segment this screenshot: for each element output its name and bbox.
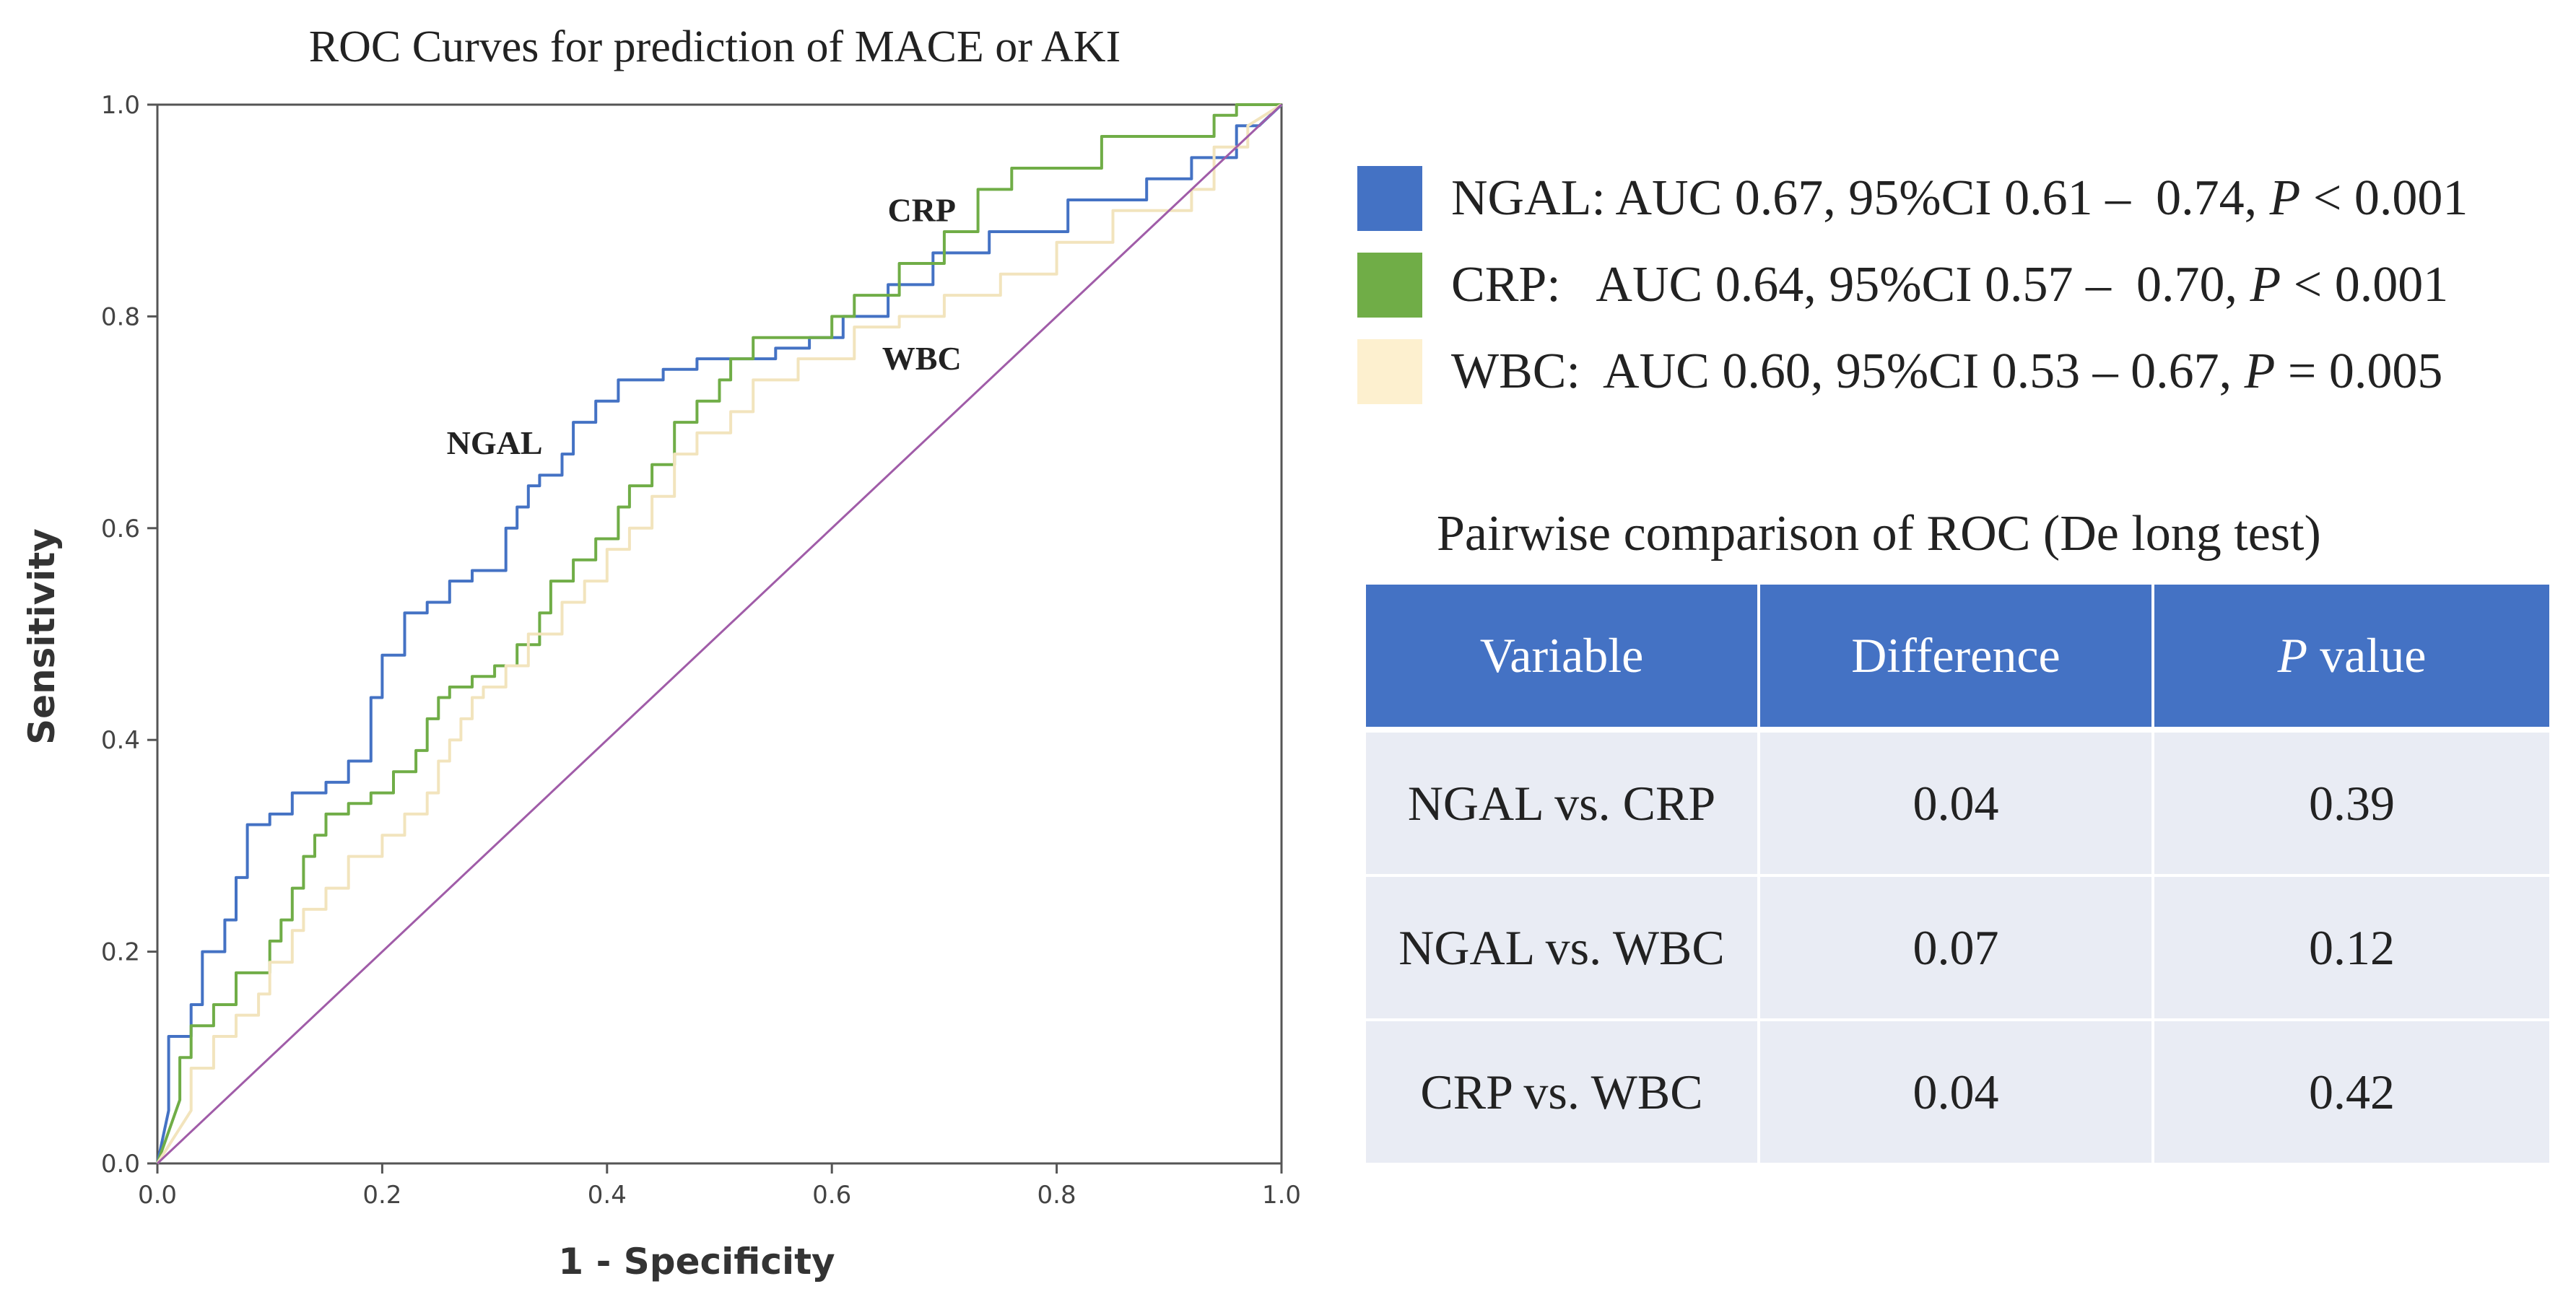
legend-item: CRP: AUC 0.64, 95%CI 0.57 – 0.70, P < 0.… (1357, 249, 2448, 321)
legend-swatch (1357, 253, 1422, 318)
legend-item: NGAL: AUC 0.67, 95%CI 0.61 – 0.74, P < 0… (1357, 162, 2468, 235)
legend-label: NGAL: AUC 0.67, 95%CI 0.61 – 0.74, P < 0… (1451, 170, 2468, 227)
annotation-ngal: NGAL (447, 424, 543, 461)
y-tick-label: 0.0 (101, 1150, 140, 1179)
table-title: Pairwise comparison of ROC (De long test… (1437, 506, 2321, 562)
legend-label: WBC: AUC 0.60, 95%CI 0.53 – 0.67, P = 0.… (1451, 343, 2442, 401)
cell-difference: 0.04 (1759, 1018, 2154, 1163)
x-tick-label: 0.4 (588, 1181, 627, 1210)
comparison-table: Variable Difference P value NGAL vs. CRP… (1366, 585, 2549, 1163)
x-tick-label: 0.8 (1037, 1181, 1076, 1210)
x-tick-label: 0.6 (812, 1181, 851, 1210)
plot-area: 0.0 0.2 0.4 0.6 0.8 1.0 0.0 0.2 0.4 0.6 0.8 1.0 NGAL… (101, 91, 1300, 1210)
annotation-crp: CRP (887, 191, 956, 228)
x-axis-label: 1 - Specificity (558, 1241, 835, 1283)
legend-item: WBC: AUC 0.60, 95%CI 0.53 – 0.67, P = 0.… (1357, 336, 2442, 408)
cell-difference: 0.07 (1759, 874, 2154, 1020)
annotation-wbc: WBC (882, 340, 962, 377)
cell-variable: CRP vs. WBC (1366, 1018, 1760, 1163)
legend-p-symbol: P (2244, 344, 2276, 399)
x-tick-label: 1.0 (1262, 1181, 1300, 1210)
chart-title: ROC Curves for prediction of MACE or AKI (309, 22, 1121, 71)
x-tick-label: 0.2 (362, 1181, 401, 1210)
legend-label-text: CRP: AUC 0.64, 95%CI 0.57 – 0.70, (1451, 257, 2250, 313)
cell-p-value: 0.39 (2153, 727, 2549, 875)
legend-label-text: NGAL: AUC 0.67, 95%CI 0.61 – 0.74, (1451, 170, 2270, 226)
legend-p-symbol: P (2250, 257, 2281, 313)
cell-variable: NGAL vs. WBC (1366, 874, 1760, 1020)
series-line-crp (156, 103, 1282, 1164)
legend-p-text: < 0.001 (2300, 170, 2468, 226)
series-line-wbc (156, 103, 1283, 1165)
cell-p-value: 0.42 (2153, 1018, 2549, 1163)
table-header-row: Variable Difference P value (1366, 585, 2549, 730)
y-tick-label: 0.6 (101, 515, 140, 543)
y-tick-label: 1.0 (101, 91, 140, 120)
p-symbol: P (2277, 628, 2308, 683)
legend-p-symbol: P (2269, 170, 2301, 226)
reference-line (156, 103, 1283, 1165)
legend-swatch (1357, 166, 1422, 231)
header-p-value: P value (2153, 585, 2549, 730)
legend-label-text: WBC: AUC 0.60, 95%CI 0.53 – 0.67, (1451, 344, 2245, 399)
y-tick-label: 0.4 (101, 726, 140, 755)
legend-swatch (1357, 339, 1422, 404)
header-difference: Difference (1759, 585, 2154, 730)
cell-p-value: 0.12 (2153, 874, 2549, 1020)
header-p-value-label: value (2307, 628, 2427, 683)
x-tick-label: 0.0 (138, 1181, 177, 1210)
legend-p-text: < 0.001 (2281, 257, 2449, 313)
header-variable: Variable (1366, 585, 1760, 730)
table-row: NGAL vs. WBC 0.07 0.12 (1366, 874, 2549, 1020)
cell-difference: 0.04 (1759, 727, 2154, 875)
y-tick-label: 0.2 (101, 938, 140, 967)
table-row: CRP vs. WBC 0.04 0.42 (1366, 1018, 2549, 1163)
roc-chart: ROC Curves for prediction of MACE or AKI… (21, 22, 1300, 1283)
table-row: NGAL vs. CRP 0.04 0.39 (1366, 727, 2549, 875)
legend-label: CRP: AUC 0.64, 95%CI 0.57 – 0.70, P < 0.… (1451, 256, 2448, 314)
plot-frame (156, 103, 1283, 1165)
y-tick-label: 0.8 (101, 302, 140, 331)
y-axis-label: Sensitivity (21, 528, 63, 745)
cell-variable: NGAL vs. CRP (1366, 727, 1760, 875)
legend-p-text: = 0.005 (2275, 344, 2443, 399)
